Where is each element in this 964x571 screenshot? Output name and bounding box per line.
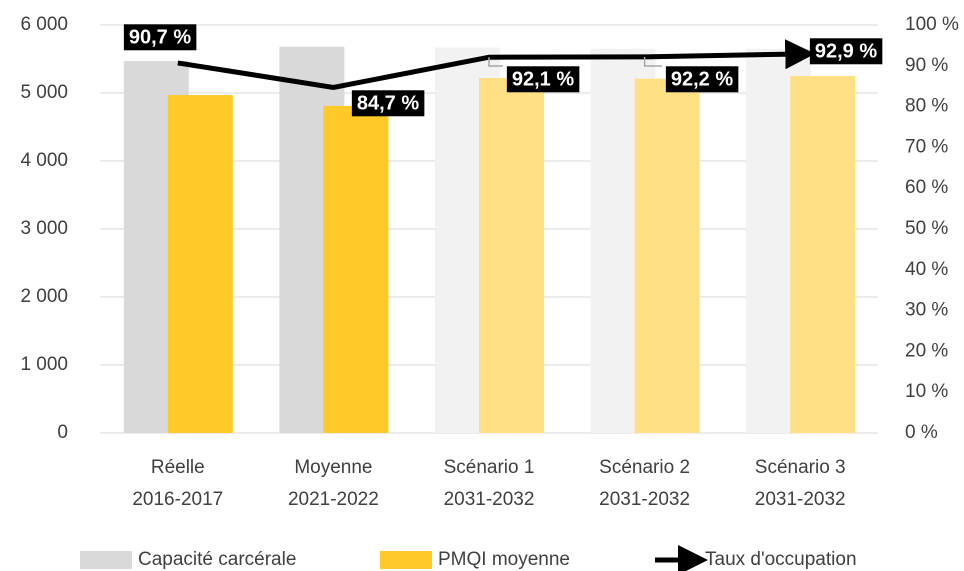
x-tick-label: Scénario 2 <box>599 457 690 478</box>
leader-line <box>488 57 503 67</box>
data-label: 92,1 % <box>512 68 574 90</box>
data-label: 92,9 % <box>815 40 877 62</box>
x-tick-label: 2016-2017 <box>132 489 223 510</box>
data-label-box <box>665 66 739 93</box>
data-label-box <box>809 38 883 65</box>
y2-tick-label: 80 % <box>905 96 948 117</box>
y-tick-label: 6 000 <box>20 14 68 35</box>
y-tick-label: 2 000 <box>20 286 68 307</box>
legend-label: Taux d'occupation <box>705 549 857 570</box>
x-tick-label: Réelle <box>151 457 205 478</box>
y2-tick-label: 0 % <box>905 422 938 443</box>
x-tick-label: Scénario 1 <box>444 457 535 478</box>
bar <box>634 78 700 433</box>
x-tick-label: Scénario 3 <box>755 457 846 478</box>
bar <box>790 76 856 433</box>
x-tick-label: 2031-2032 <box>599 489 690 510</box>
data-label-box <box>123 24 197 51</box>
y-tick-label: 4 000 <box>20 150 68 171</box>
data-label-box <box>506 66 580 93</box>
x-tick-label: 2031-2032 <box>755 489 846 510</box>
legend-swatch <box>80 551 132 569</box>
y-tick-label: 3 000 <box>20 218 68 239</box>
bar <box>167 95 233 433</box>
data-label: 92,2 % <box>671 68 733 90</box>
y2-tick-label: 40 % <box>905 259 948 280</box>
y-tick-label: 1 000 <box>20 354 68 375</box>
y2-tick-label: 90 % <box>905 55 948 76</box>
y2-tick-label: 50 % <box>905 218 948 239</box>
bar <box>323 105 389 434</box>
data-label: 90,7 % <box>129 26 191 48</box>
legend-swatch <box>380 551 432 569</box>
legend-label: Capacité carcérale <box>138 549 296 570</box>
legend-label: PMQI moyenne <box>438 549 570 570</box>
y-tick-label: 5 000 <box>20 82 68 103</box>
y-tick-label: 0 <box>57 422 68 443</box>
x-tick-label: 2031-2032 <box>444 489 535 510</box>
y2-tick-label: 10 % <box>905 381 948 402</box>
y2-tick-label: 20 % <box>905 340 948 361</box>
y2-tick-label: 70 % <box>905 136 948 157</box>
data-label-box <box>351 90 425 117</box>
x-tick-label: 2021-2022 <box>288 489 379 510</box>
leader-line <box>643 56 662 67</box>
data-label: 84,7 % <box>357 92 419 114</box>
x-tick-label: Moyenne <box>294 457 372 478</box>
y2-tick-label: 60 % <box>905 177 948 198</box>
y2-tick-label: 100 % <box>905 14 959 35</box>
bar <box>479 78 544 433</box>
y2-tick-label: 30 % <box>905 300 948 321</box>
